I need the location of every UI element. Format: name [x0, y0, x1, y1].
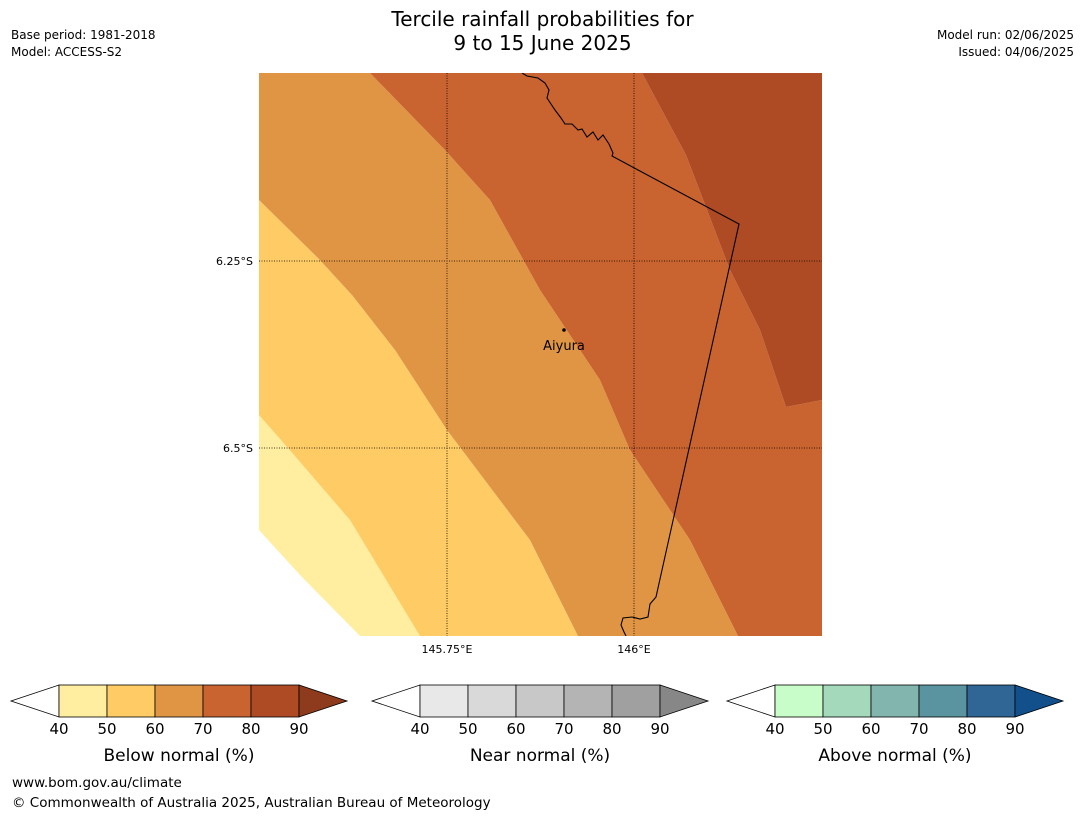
legend-tick-label: 50 [458, 720, 477, 738]
legend-tick-label: 60 [145, 720, 164, 738]
legend-title: Below normal (%) [104, 746, 255, 766]
probability-zones [259, 73, 822, 636]
map-canvas[interactable]: 6.25°S 6.5°S 145.75°E 146°E Aiyura [0, 0, 1085, 670]
legend-tick-label: 40 [410, 720, 429, 738]
legend-tick-label: 70 [909, 720, 928, 738]
zone-80-90 [370, 73, 822, 636]
legend-min-arrow [370, 684, 421, 718]
legend-segment [822, 684, 872, 718]
lon-label-145-75: 145.75°E [422, 643, 473, 656]
legend-segment [419, 684, 469, 718]
legend-tick-label: 70 [193, 720, 212, 738]
legend-segment [774, 684, 824, 718]
border-line [521, 73, 740, 636]
metadata-right: Model run: 02/06/2025 Issued: 04/06/2025 [937, 27, 1074, 61]
legend-tick-label: 70 [554, 720, 573, 738]
legend-tick-label: 50 [97, 720, 116, 738]
legend-tick-label: 80 [957, 720, 976, 738]
legend-segment [966, 684, 1016, 718]
legend-segment [918, 684, 968, 718]
base-period-text: Base period: 1981-2018 [11, 28, 156, 42]
legend-segment [106, 684, 156, 718]
lat-label-6-25: 6.25°S [216, 255, 253, 268]
legend-segment [515, 684, 565, 718]
legend-segment [58, 684, 108, 718]
issued-text: Issued: 04/06/2025 [958, 45, 1074, 59]
legend-area: 40 50 60 70 80 90 Below normal (%) 40 50 60 70 80 9… [9, 684, 1065, 766]
legend-tick-label: 60 [861, 720, 880, 738]
legend-tick-label: 90 [1005, 720, 1024, 738]
zone-70-80 [259, 73, 738, 636]
footer-url[interactable]: www.bom.gov.au/climate [12, 775, 182, 791]
footer-copyright: © Commonwealth of Australia 2025, Austra… [12, 795, 491, 811]
title-line-1: Tercile rainfall probabilities for [391, 7, 694, 31]
legend-tick-label: 40 [49, 720, 68, 738]
legend-tick-label: 90 [650, 720, 669, 738]
place-label: Aiyura [543, 339, 585, 354]
legend-segment [202, 684, 252, 718]
legend-max-arrow [1014, 684, 1065, 718]
legend-tick-label: 40 [765, 720, 784, 738]
legend-tick-label: 80 [241, 720, 260, 738]
legend-near-normal: 40 50 60 70 80 90 Near normal (%) [370, 684, 710, 766]
legend-tick-label: 60 [506, 720, 525, 738]
legend-segment [870, 684, 920, 718]
legend-below-normal: 40 50 60 70 80 90 Below normal (%) [9, 684, 349, 766]
no-data-corner [259, 530, 360, 636]
lat-label-6-5: 6.5°S [223, 442, 253, 455]
place-marker-dot[interactable] [562, 328, 566, 332]
legend-tick-label: 90 [289, 720, 308, 738]
legend-segment [611, 684, 661, 718]
legend-tick-label: 50 [813, 720, 832, 738]
legend-segment [563, 684, 613, 718]
legend-max-arrow [298, 684, 349, 718]
legend-max-arrow [659, 684, 710, 718]
zone-90-plus [642, 73, 822, 407]
zone-60-70 [259, 200, 578, 636]
legend-min-arrow [725, 684, 776, 718]
lon-label-146: 146°E [617, 643, 650, 656]
legend-title: Near normal (%) [470, 746, 610, 766]
legend-segment [154, 684, 204, 718]
metadata-left: Base period: 1981-2018 Model: ACCESS-S2 [11, 27, 156, 61]
legend-min-arrow [9, 684, 60, 718]
model-text: Model: ACCESS-S2 [11, 45, 123, 59]
page-title: Tercile rainfall probabilities for 9 to … [0, 7, 1085, 55]
legend-segment [250, 684, 300, 718]
legend-segment [467, 684, 517, 718]
legend-above-normal: 40 50 60 70 80 90 Above normal (%) [725, 684, 1065, 766]
title-line-2: 9 to 15 June 2025 [453, 31, 632, 55]
legend-tick-label: 80 [602, 720, 621, 738]
model-run-text: Model run: 02/06/2025 [936, 28, 1074, 42]
legend-title: Above normal (%) [818, 746, 971, 766]
